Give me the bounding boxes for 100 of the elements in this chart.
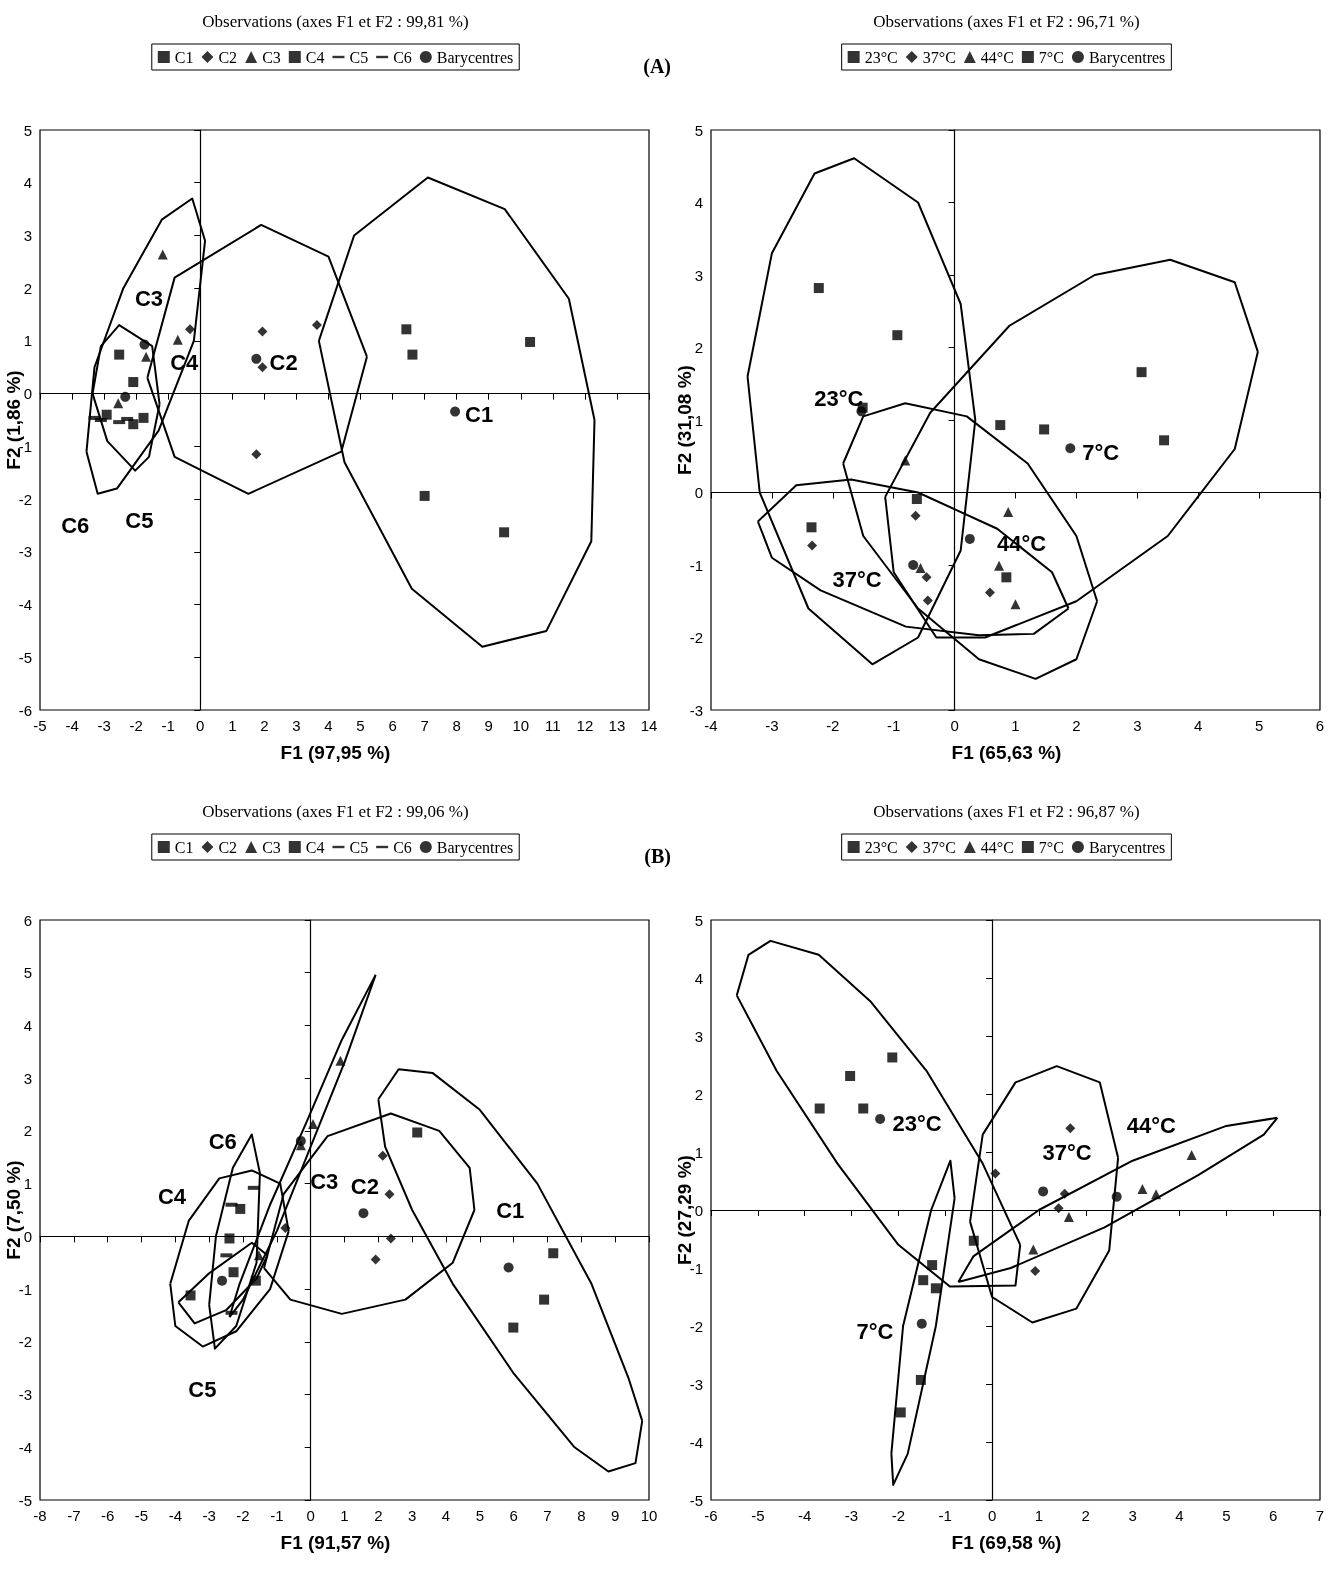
x-tick-label: -2 (891, 1507, 906, 1524)
legend-label: C2 (218, 48, 238, 66)
x-tick-label: 1 (340, 1507, 349, 1524)
y-tick-label: 2 (23, 1122, 32, 1140)
annotation: C3 (310, 1168, 339, 1194)
x-tick-label: 6 (388, 717, 397, 734)
legend-label: C4 (305, 48, 325, 66)
x-tick-label: -2 (236, 1507, 250, 1524)
y-tick-label: 3 (23, 226, 32, 244)
legend-label: C1 (174, 48, 194, 66)
y-tick-label: 1 (23, 1175, 32, 1193)
y-tick-label: 3 (23, 1069, 32, 1087)
x-tick-label: 10 (640, 1507, 658, 1524)
x-tick-label: -3 (844, 1507, 859, 1524)
annotation: 44°C (1126, 1113, 1177, 1139)
x-tick-label: -4 (798, 1507, 812, 1524)
x-tick-label: 8 (577, 1507, 586, 1524)
x-tick-label: 11 (545, 717, 561, 734)
x-tick-label: -2 (129, 717, 143, 734)
y-tick-label: 0 (23, 1227, 32, 1245)
x-tick-label: 5 (475, 1507, 485, 1524)
y-tick-label: 4 (23, 1016, 32, 1034)
x-tick-label: 3 (407, 1507, 417, 1524)
y-tick-label: -5 (18, 648, 32, 666)
x-tick-label: 7 (543, 1507, 552, 1524)
x-tick-label: 0 (987, 1507, 997, 1524)
y-tick-label: 4 (694, 194, 703, 211)
x-axis-title: F1 (97,95 %) (280, 742, 391, 763)
chart-title: Observations (axes F1 et F2 : 99,06 %) (202, 802, 469, 821)
legend-label: 7°C (1038, 48, 1064, 66)
x-tick-label: 1 (1034, 1507, 1044, 1524)
legend-label: C6 (393, 838, 412, 856)
legend-label: 44°C (980, 838, 1014, 856)
y-tick-label: 6 (23, 911, 32, 929)
y-tick-label: -2 (18, 490, 32, 508)
y-tick-label: 0 (694, 1201, 703, 1219)
annotation: 23°C (814, 385, 864, 411)
x-tick-label: -1 (887, 717, 901, 734)
chart-title: Observations (axes F1 et F2 : 96,87 %) (873, 802, 1140, 821)
y-tick-label: 3 (694, 1027, 703, 1045)
x-tick-label: 1 (228, 717, 237, 734)
legend-label: C5 (349, 838, 369, 856)
annotation: 7°C (1082, 440, 1120, 466)
x-tick-label: 13 (608, 717, 626, 734)
x-tick-label: -3 (97, 717, 111, 734)
y-tick-label: -3 (689, 701, 703, 719)
x-tick-label: -3 (765, 717, 779, 734)
annotation: 37°C (832, 567, 882, 592)
legend-label: C6 (393, 48, 412, 66)
legend-label: Barycentres (1088, 838, 1166, 857)
legend-label: 44°C (980, 48, 1014, 66)
legend-label: 37°C (922, 48, 956, 66)
x-tick-label: 5 (1254, 717, 1264, 734)
x-tick-label: 4 (441, 1507, 451, 1524)
x-tick-label: -2 (826, 717, 840, 734)
y-tick-label: -2 (689, 1317, 703, 1335)
legend-label: C5 (349, 48, 369, 66)
x-tick-label: 7 (1315, 1507, 1325, 1524)
annotation: 23°C (892, 1110, 942, 1136)
legend-label: 23°C (864, 48, 898, 66)
x-tick-label: -1 (161, 717, 175, 734)
y-tick-label: 2 (694, 1085, 703, 1103)
x-axis-title: F1 (69,58 %) (951, 1532, 1062, 1553)
y-tick-label: -3 (18, 1386, 32, 1404)
y-tick-label: -6 (18, 701, 32, 719)
legend-label: C2 (218, 838, 238, 856)
legend-label: C1 (174, 838, 194, 856)
x-tick-label: -7 (67, 1507, 81, 1524)
y-tick-label: 3 (694, 266, 703, 284)
y-tick-label: -3 (18, 543, 32, 561)
y-axis-title: F2 (7,50 %) (3, 1160, 24, 1260)
x-tick-label: 5 (356, 717, 365, 734)
annotation: C4 (157, 1184, 187, 1210)
y-tick-label: -4 (18, 1438, 32, 1456)
legend-label: Barycentres (436, 838, 514, 857)
x-tick-label: 2 (1081, 1507, 1090, 1524)
x-tick-label: 2 (1072, 717, 1081, 734)
x-tick-label: -3 (202, 1507, 216, 1524)
y-tick-label: 1 (694, 1143, 703, 1161)
y-tick-label: -1 (18, 1280, 32, 1298)
x-tick-label: 7 (420, 717, 429, 734)
x-tick-label: 3 (1128, 1507, 1137, 1524)
y-tick-label: -1 (689, 556, 703, 574)
y-tick-label: 1 (694, 411, 703, 429)
x-axis-title: F1 (91,57 %) (280, 1532, 391, 1553)
x-tick-label: -1 (270, 1507, 284, 1524)
x-tick-label: 2 (260, 717, 269, 734)
x-tick-label: -1 (938, 1507, 952, 1524)
y-tick-label: -2 (689, 629, 703, 646)
y-axis-title: F2 (27,29 %) (674, 1155, 695, 1265)
x-tick-label: 3 (1133, 717, 1142, 734)
x-tick-label: 10 (512, 717, 530, 734)
annotation: C6 (208, 1128, 237, 1154)
annotation: C1 (496, 1197, 525, 1223)
x-tick-label: 1 (1011, 717, 1020, 734)
legend-label: C4 (305, 838, 325, 856)
y-tick-label: 0 (694, 484, 703, 501)
y-tick-label: 5 (694, 121, 703, 139)
x-tick-label: 0 (950, 717, 959, 734)
y-tick-label: 1 (23, 332, 32, 350)
